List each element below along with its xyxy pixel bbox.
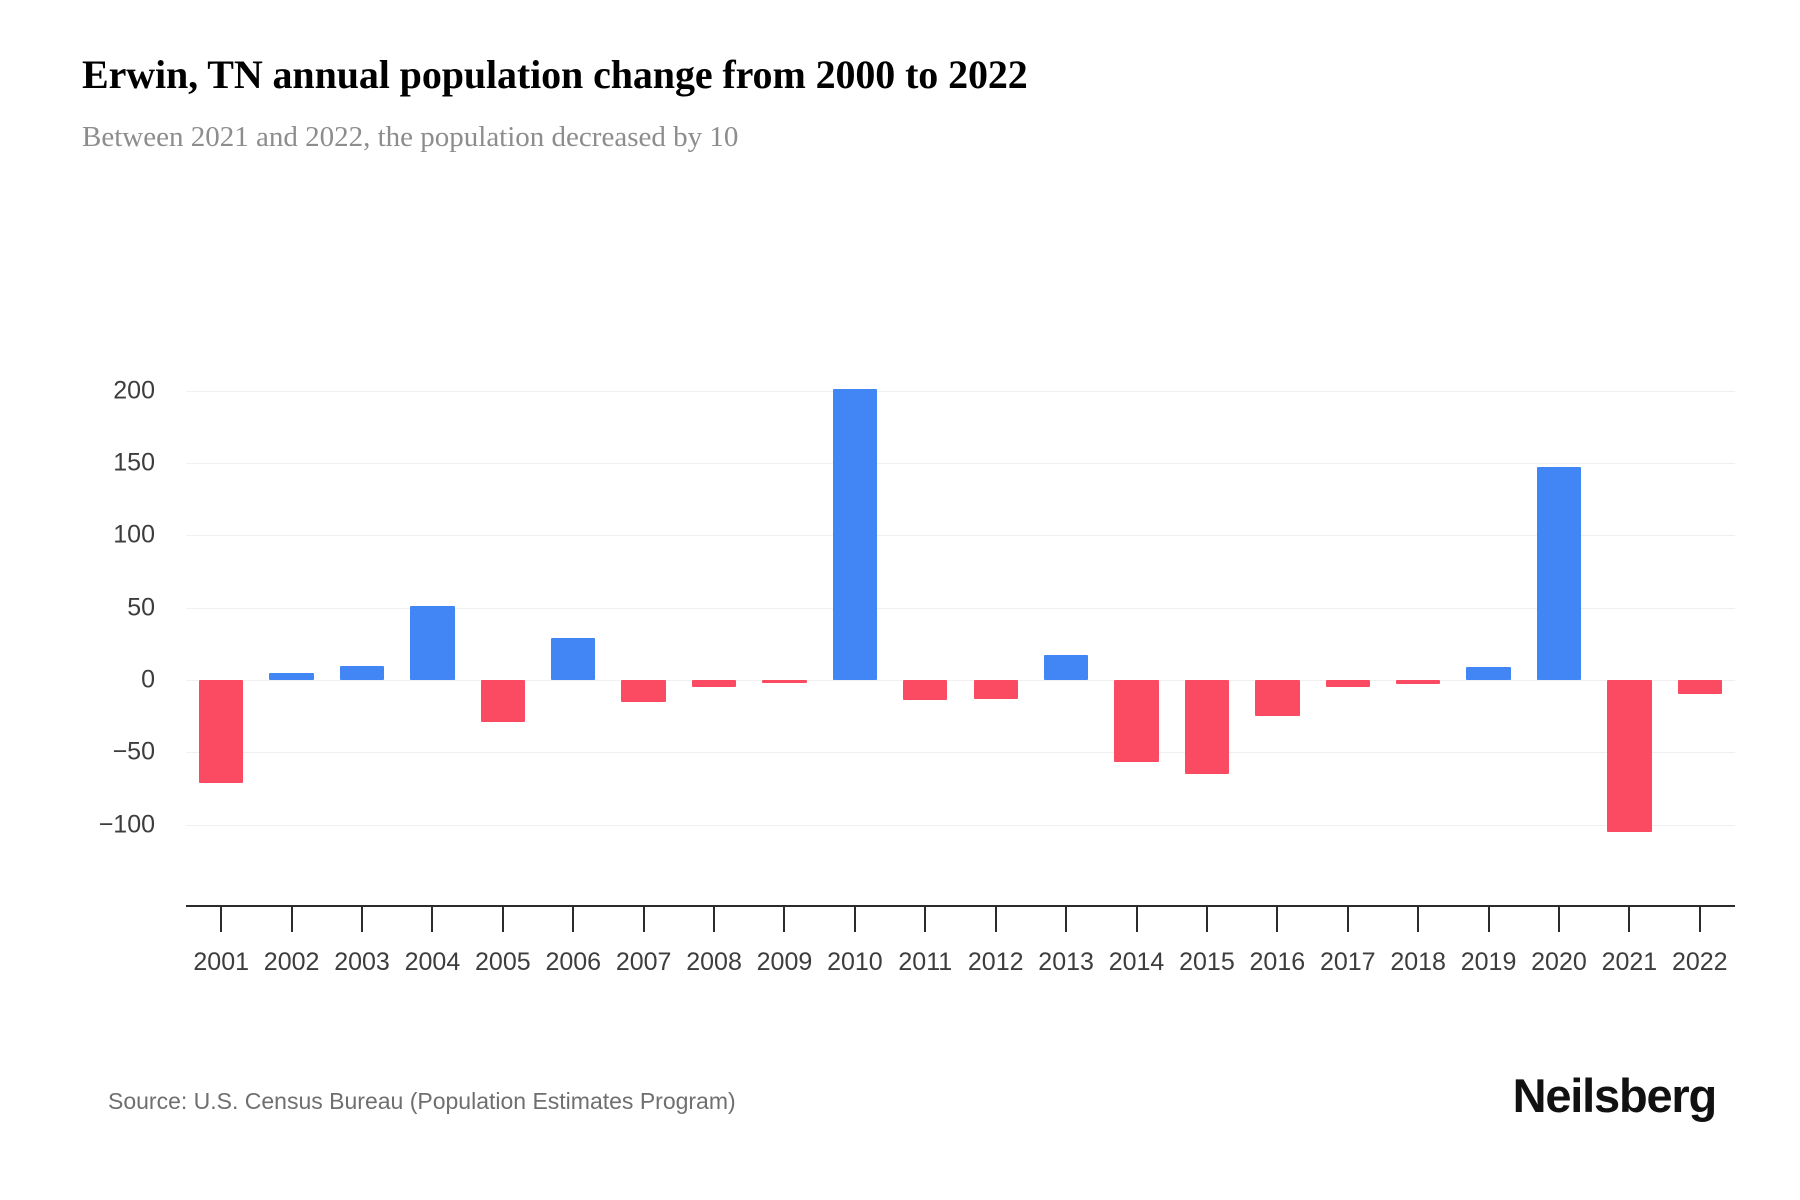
x-tick-2008 [713,906,716,932]
x-tick-2007 [642,906,645,932]
bar-2016[interactable] [1255,680,1300,717]
x-tick-label-2010: 2010 [827,948,883,976]
brand-logo: Neilsberg [1512,1069,1718,1122]
x-axis-line [186,905,1735,907]
x-tick-2004 [431,906,434,932]
bar-2021[interactable] [1607,680,1652,832]
x-tick-2009 [783,906,786,932]
x-tick-label-2016: 2016 [1249,948,1306,976]
x-tick-2017 [1346,906,1349,932]
y-tick-label: 200 [113,376,155,405]
bar-2022[interactable] [1677,680,1722,695]
x-tick-2014 [1135,906,1138,932]
y-tick-label: 50 [127,593,155,622]
x-tick-label-2015: 2015 [1179,948,1235,976]
x-tick-2011 [924,906,927,932]
x-tick-label-2007: 2007 [615,948,672,976]
bar-2018[interactable] [1395,680,1441,685]
y-tick-label: 150 [113,448,155,477]
x-tick-label-2006: 2006 [545,948,602,976]
y-tick-label: 0 [141,665,155,694]
x-tick-label-2021: 2021 [1601,948,1658,976]
gridline-150 [186,462,1735,464]
x-tick-label-2017: 2017 [1319,948,1376,976]
x-tick-label-2020: 2020 [1531,948,1587,976]
bar-2017[interactable] [1325,680,1370,688]
chart-subtitle: Between 2021 and 2022, the population de… [82,121,739,154]
gridline-100 [186,535,1735,537]
gridline--100 [186,824,1735,826]
x-tick-label-2002: 2002 [263,948,320,976]
x-tick-2003 [361,906,364,932]
x-tick-2015 [1205,906,1208,932]
x-tick-2022 [1698,906,1701,932]
x-tick-2016 [1276,906,1279,932]
x-tick-label-2011: 2011 [898,948,953,976]
y-tick-label: 100 [113,520,155,549]
x-tick-2020 [1557,906,1560,932]
gridline--50 [186,752,1735,754]
x-tick-2002 [290,906,293,932]
bar-2010[interactable] [832,389,878,680]
x-tick-2012 [994,906,997,932]
x-tick-2006 [572,906,575,932]
x-tick-label-2018: 2018 [1390,948,1446,976]
x-tick-2001 [220,906,223,932]
x-tick-label-2013: 2013 [1038,948,1094,976]
x-tick-label-2003: 2003 [334,948,390,976]
x-tick-label-2019: 2019 [1460,948,1517,976]
bar-2009[interactable] [762,680,807,683]
x-tick-label-2005: 2005 [475,948,531,976]
x-tick-label-2008: 2008 [686,948,742,976]
bar-series [186,0,1735,1200]
x-tick-label-2009: 2009 [756,948,813,976]
x-tick-label-2004: 2004 [404,948,461,976]
gridline-0 [186,680,1735,681]
bar-2007[interactable] [621,680,666,702]
x-tick-label-2022: 2022 [1671,948,1728,976]
x-tick-2018 [1417,906,1420,932]
y-tick-label: −100 [98,810,155,839]
bar-2013[interactable] [1043,655,1089,680]
chart-header: Erwin, TN annual population change from … [82,52,1722,155]
x-tick-2013 [1065,906,1068,932]
bar-2002[interactable] [269,672,314,680]
source-note: Source: U.S. Census Bureau (Population E… [108,1088,736,1114]
x-tick-2005 [501,906,504,932]
y-tick-label: −50 [112,737,155,766]
x-tick-label-2012: 2012 [967,948,1024,976]
bar-2015[interactable] [1184,680,1230,775]
x-tick-2010 [853,906,856,932]
bar-2001[interactable] [199,680,244,783]
x-tick-2019 [1487,906,1490,932]
bar-2020[interactable] [1536,467,1582,680]
bar-2012[interactable] [973,680,1018,699]
bar-2014[interactable] [1114,680,1159,763]
bar-2003[interactable] [339,665,385,680]
bar-2005[interactable] [480,680,525,722]
bar-2011[interactable] [903,680,948,701]
gridline-200 [186,390,1735,392]
page-title: Erwin, TN annual population change from … [82,52,1028,97]
x-tick-label-2014: 2014 [1108,948,1165,976]
gridline-50 [186,607,1735,609]
bar-2008[interactable] [691,680,737,688]
x-tick-label-2001: 2001 [193,948,250,976]
bar-2006[interactable] [551,638,596,680]
bar-2004[interactable] [410,606,455,680]
bar-2019[interactable] [1466,666,1511,680]
x-tick-2021 [1628,906,1631,932]
